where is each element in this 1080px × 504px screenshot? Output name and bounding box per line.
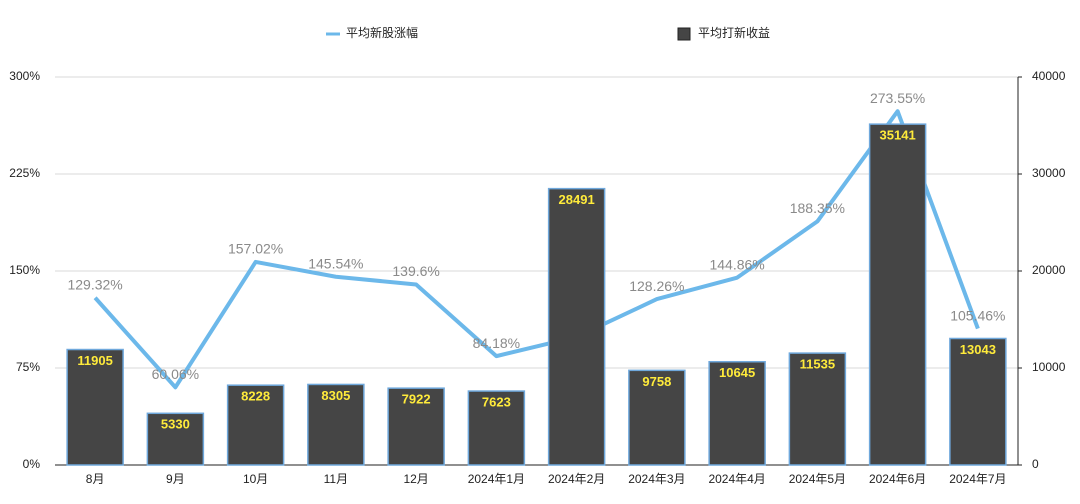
x-tick-label: 2024年5月 xyxy=(789,472,846,486)
bar-value-label: 7623 xyxy=(482,394,511,409)
y-tick-label: 0% xyxy=(23,457,41,471)
x-tick-label: 2024年7月 xyxy=(949,472,1006,486)
bar-value-label: 28491 xyxy=(559,192,595,207)
x-tick-label: 8月 xyxy=(86,472,105,486)
bar-value-label: 7922 xyxy=(402,392,431,407)
bar xyxy=(708,360,766,466)
x-tick-label: 2024年2月 xyxy=(548,472,605,486)
line-value-label: 105.46% xyxy=(950,307,1005,323)
bar-value-label: 11905 xyxy=(77,353,112,368)
bar xyxy=(467,390,526,466)
y2-tick-label: 10000 xyxy=(1032,360,1066,374)
x-tick-label: 12月 xyxy=(403,472,428,486)
x-tick-label: 2024年6月 xyxy=(869,472,926,486)
y2-tick-label: 0 xyxy=(1032,457,1039,471)
y-tick-label: 150% xyxy=(9,263,40,277)
x-tick-label: 9月 xyxy=(166,472,185,486)
y-tick-label: 75% xyxy=(16,360,40,374)
line-value-label: 273.55% xyxy=(870,90,925,106)
line-value-label: 157.02% xyxy=(228,241,283,257)
bar xyxy=(547,187,606,466)
line-value-label: 129.32% xyxy=(67,276,122,292)
bar-value-label: 35141 xyxy=(880,128,916,143)
x-tick-label: 10月 xyxy=(243,472,268,486)
x-tick-label: 2024年3月 xyxy=(628,472,685,486)
line-value-label: 60.06% xyxy=(152,366,199,382)
bar xyxy=(949,337,1007,466)
bar xyxy=(868,123,927,466)
bar-value-label: 13043 xyxy=(960,342,996,357)
line-value-label: 128.26% xyxy=(629,278,684,294)
bar-value-label: 5330 xyxy=(161,417,190,432)
y-tick-label: 300% xyxy=(9,69,40,83)
bar xyxy=(307,383,365,466)
y2-tick-label: 30000 xyxy=(1032,166,1066,180)
legend-label: 平均新股涨幅 xyxy=(346,25,418,40)
bar-value-label: 11535 xyxy=(800,357,835,372)
bar-value-label: 9758 xyxy=(642,374,671,389)
bar-value-label: 10645 xyxy=(719,365,755,380)
x-tick-label: 2024年1月 xyxy=(468,472,525,486)
line-value-label: 144.86% xyxy=(709,256,764,272)
y2-tick-label: 40000 xyxy=(1032,69,1066,83)
line-value-label: 84.18% xyxy=(473,335,520,351)
bar-value-label: 8228 xyxy=(241,389,270,404)
y-tick-label: 225% xyxy=(9,166,40,180)
bar xyxy=(788,352,847,466)
bar xyxy=(387,387,445,466)
bar xyxy=(628,369,686,466)
bar xyxy=(66,348,124,466)
bar xyxy=(226,384,285,466)
line-series xyxy=(93,109,980,390)
x-tick-label: 2024年4月 xyxy=(708,472,765,486)
legend-swatch xyxy=(677,27,691,41)
line-value-label: 188.35% xyxy=(790,200,845,216)
line-value-label: 139.6% xyxy=(392,263,439,279)
y2-tick-label: 20000 xyxy=(1032,263,1066,277)
legend-label: 平均打新收益 xyxy=(698,25,770,40)
bar-value-label: 8305 xyxy=(321,388,350,403)
x-tick-label: 11月 xyxy=(324,472,348,486)
line-value-label: 145.54% xyxy=(308,255,363,271)
bar xyxy=(146,412,205,466)
